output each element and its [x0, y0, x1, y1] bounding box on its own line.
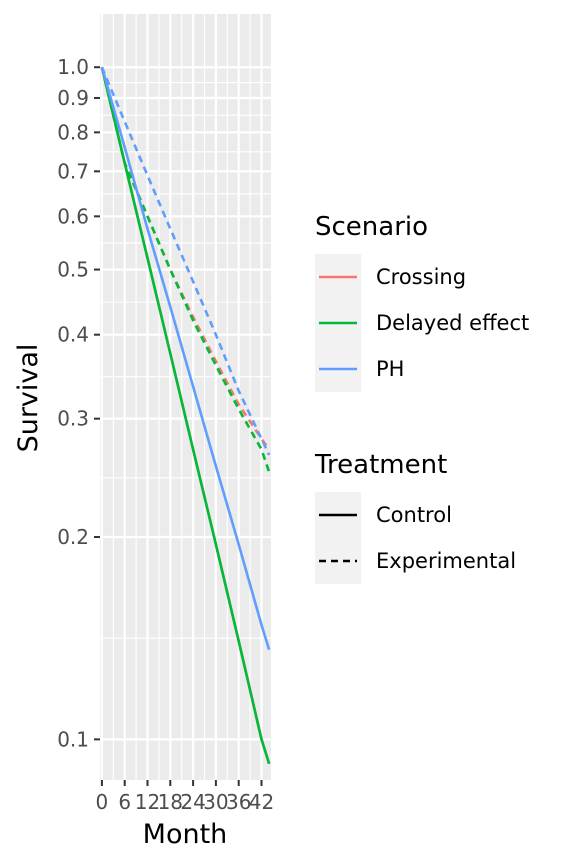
y-axis-title: Survival: [13, 344, 44, 453]
y-tick-label: 1.0: [57, 55, 89, 79]
x-axis-title: Month: [143, 819, 228, 850]
y-tick-label: 0.6: [57, 204, 89, 228]
x-tick-label: 36: [226, 790, 251, 814]
grid-minor: [100, 14, 271, 780]
series-line-delayed-effect-control: [100, 66, 271, 765]
x-tick-label: 12: [135, 790, 160, 814]
legend-label: Experimental: [376, 549, 516, 573]
x-tick-label: 42: [249, 790, 274, 814]
legend-label: PH: [376, 357, 404, 381]
series-line-delayed-effect-experimental: [100, 66, 271, 473]
legend-label: Crossing: [376, 265, 466, 289]
legend-label: Control: [376, 503, 452, 527]
grid-major: [100, 14, 271, 780]
series-line-ph-experimental: [100, 66, 271, 456]
series-lines: [100, 66, 271, 765]
y-tick-label: 0.9: [57, 86, 89, 110]
legend-scenario-keys: Crossing Delayed effect PH: [315, 254, 529, 392]
y-tick-label: 0.7: [57, 159, 89, 183]
y-tick-label: 0.1: [57, 727, 89, 751]
y-tick-label: 0.2: [57, 525, 89, 549]
x-tick-label: 0: [96, 790, 109, 814]
x-tick-label: 30: [203, 790, 228, 814]
y-tick-label: 0.3: [57, 407, 89, 431]
y-tick-label: 0.8: [57, 120, 89, 144]
x-tick-label: 6: [118, 790, 131, 814]
x-tick-label: 18: [158, 790, 183, 814]
legend-title-scenario: Scenario: [315, 212, 428, 242]
series-line-crossing-experimental: [100, 66, 271, 451]
y-axis: 0.1 0.2 0.3 0.4 0.5 0.6 0.7 0.8 0.9 1.0: [57, 55, 100, 751]
legend-treatment-keys: Control Experimental: [315, 492, 516, 584]
x-tick-label: 24: [180, 790, 205, 814]
legend: Scenario Crossing Delayed effect PH Treatm…: [314, 212, 529, 584]
series-line-ph-control: [100, 66, 271, 650]
legend-title-treatment: Treatment: [314, 450, 447, 480]
legend-label: Delayed effect: [376, 311, 529, 335]
y-tick-label: 0.5: [57, 258, 89, 282]
y-tick-label: 0.4: [57, 323, 89, 347]
